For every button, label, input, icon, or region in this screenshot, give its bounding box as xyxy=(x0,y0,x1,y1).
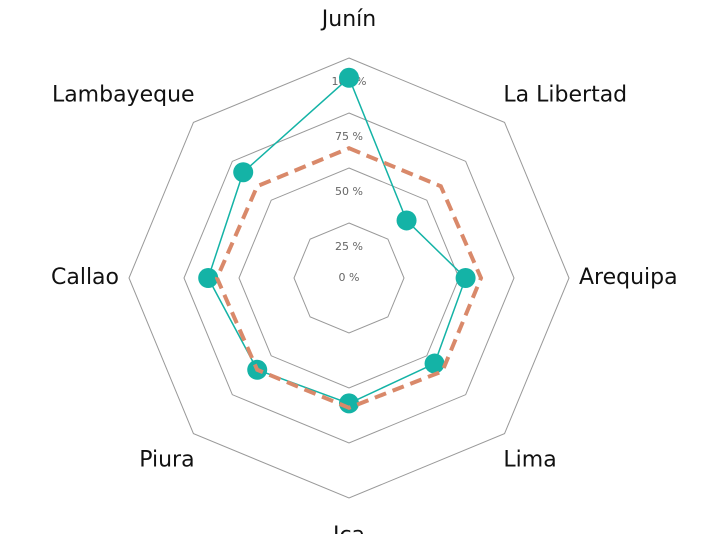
category-label: Lima xyxy=(503,447,556,472)
grid-ring xyxy=(238,167,460,389)
grid-ring xyxy=(183,112,515,444)
point xyxy=(198,268,219,288)
grid-ring xyxy=(128,57,570,499)
category-label: La Libertad xyxy=(503,83,627,108)
category-label: Callao xyxy=(51,265,119,290)
point xyxy=(396,210,417,231)
category-label: Piura xyxy=(139,447,194,472)
category-label: Arequipa xyxy=(579,265,678,290)
category-label: Junín xyxy=(320,7,376,32)
category-label: Lambayeque xyxy=(52,83,195,108)
category-label: Ica xyxy=(333,523,365,534)
y-tick-label: 25 % xyxy=(335,240,363,253)
point xyxy=(339,67,359,88)
point xyxy=(233,162,254,183)
y-tick-label: 0 % xyxy=(339,271,360,284)
grid-ring xyxy=(293,222,405,334)
y-tick-label: 75 % xyxy=(335,130,363,143)
series-line xyxy=(214,146,484,410)
point xyxy=(455,268,476,288)
point xyxy=(424,353,445,374)
point xyxy=(339,393,359,414)
y-tick-label: 50 % xyxy=(335,185,363,198)
